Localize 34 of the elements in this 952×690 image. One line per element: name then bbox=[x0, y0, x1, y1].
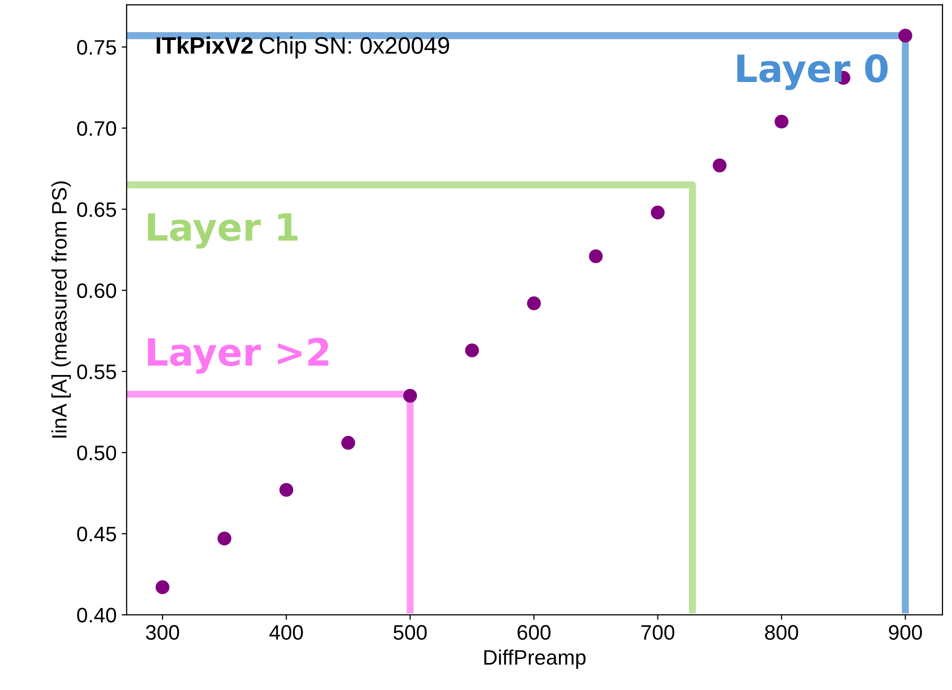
y-tick-label: 0.50 bbox=[77, 446, 116, 460]
y-tick-label: 0.45 bbox=[77, 526, 116, 542]
point bbox=[279, 482, 294, 497]
point bbox=[588, 249, 603, 264]
point bbox=[527, 296, 541, 310]
point bbox=[650, 206, 665, 220]
x-tick-label: 300 bbox=[146, 625, 180, 640]
point bbox=[403, 388, 418, 403]
y-axis-title: IinA [A] (measured from PS) bbox=[51, 181, 71, 438]
series-label: Layer 1 bbox=[148, 213, 298, 249]
point bbox=[156, 580, 170, 594]
x-tick-label: 900 bbox=[888, 625, 922, 640]
annotation: Chip SN: 0x20049 bbox=[260, 36, 450, 59]
annotation: ITkPixV2 bbox=[156, 36, 253, 54]
series-label: Layer >2 bbox=[148, 338, 328, 374]
y-tick-label: 0.65 bbox=[77, 202, 116, 217]
y-tick-label: 0.40 bbox=[77, 608, 116, 623]
x-tick-label: 800 bbox=[765, 625, 798, 640]
y-tick-label: 0.70 bbox=[77, 121, 116, 136]
y-tick-label: 0.75 bbox=[77, 40, 116, 55]
point bbox=[774, 114, 788, 129]
point bbox=[218, 532, 232, 546]
x-tick-label: 600 bbox=[518, 625, 550, 640]
point bbox=[712, 158, 727, 172]
point bbox=[341, 436, 356, 450]
point bbox=[898, 28, 912, 43]
x-axis-title: DiffPreamp bbox=[484, 649, 586, 669]
y-tick-label: 0.60 bbox=[77, 283, 116, 298]
x-tick-label: 700 bbox=[641, 625, 674, 640]
series-label: Layer 0 bbox=[737, 54, 888, 90]
x-tick-label: 400 bbox=[269, 625, 303, 640]
x-tick-label: 500 bbox=[394, 625, 427, 640]
y-tick-label: 0.55 bbox=[77, 364, 116, 380]
point bbox=[465, 343, 479, 358]
